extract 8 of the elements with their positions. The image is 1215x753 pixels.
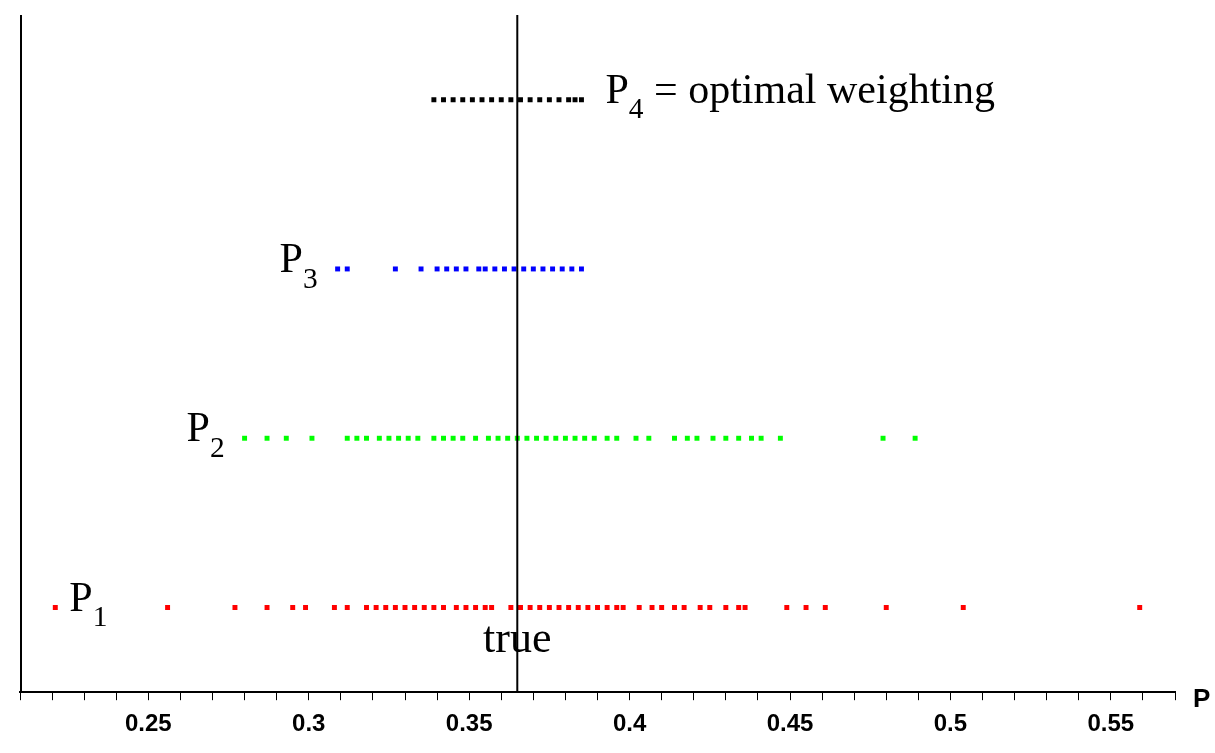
x-tick-label: 0.4 (612, 709, 647, 737)
x-axis-title: P (1193, 683, 1211, 714)
x-tick-label: 0.45 (766, 709, 814, 737)
x-tick-label: 0.5 (933, 709, 968, 737)
x-tick-label: 0.25 (124, 709, 172, 737)
x-tick-label: 0.55 (1087, 709, 1135, 737)
x-tick-label: 0.35 (445, 709, 493, 737)
x-tick-label: 0.3 (292, 709, 326, 737)
